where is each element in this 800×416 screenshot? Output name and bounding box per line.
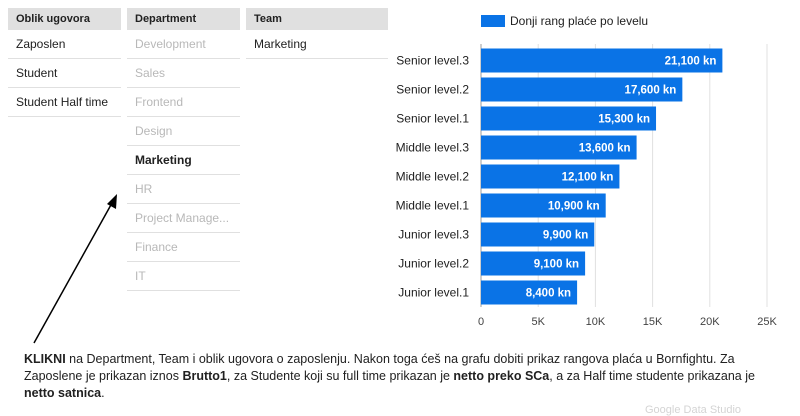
x-tick-label: 5K: [531, 316, 545, 328]
filter-item-finance[interactable]: Finance: [127, 233, 240, 262]
filter-team: Team Marketing: [246, 8, 388, 59]
filter-oblik-ugovora: Oblik ugovora Zaposlen Student Student H…: [8, 8, 121, 117]
category-label: Junior level.2: [398, 257, 469, 271]
filter-item-student-half-time[interactable]: Student Half time: [8, 88, 121, 117]
instr-part6: , a za Half time studente prikazana je: [549, 369, 755, 383]
category-label: Junior level.1: [398, 286, 469, 300]
x-tick-label: 25K: [757, 316, 777, 328]
filter-item-marketing[interactable]: Marketing: [127, 146, 240, 175]
value-label: 21,100 kn: [665, 56, 717, 68]
value-label: 17,600 kn: [625, 85, 677, 97]
category-label: Middle level.1: [396, 199, 470, 213]
instr-part2: na Department, Team i oblik ugovora o za…: [24, 352, 735, 383]
value-label: 12,100 kn: [562, 172, 614, 184]
value-label: 10,900 kn: [548, 201, 600, 213]
instr-netto-satnica: netto satnica: [24, 386, 102, 400]
salary-bar-chart: Donji rang plaće po levelu Senior level.…: [396, 14, 778, 328]
instr-klikni: KLIKNI: [24, 352, 66, 366]
bar[interactable]: [481, 222, 595, 247]
filter-item-student[interactable]: Student: [8, 59, 121, 88]
value-label: 13,600 kn: [579, 143, 631, 155]
x-tick-label: 15K: [643, 316, 663, 328]
watermark: Google Data Studio: [645, 404, 742, 416]
bar[interactable]: [481, 193, 606, 218]
bar[interactable]: [481, 48, 723, 73]
filter-item-sales[interactable]: Sales: [127, 59, 240, 88]
legend-label: Donji rang plaće po levelu: [510, 14, 648, 28]
bar[interactable]: [481, 77, 683, 102]
filter-header-oblik: Oblik ugovora: [8, 8, 121, 30]
filter-item-development[interactable]: Development: [127, 30, 240, 59]
filter-item-design[interactable]: Design: [127, 117, 240, 146]
filter-item-hr[interactable]: HR: [127, 175, 240, 204]
instr-part8: .: [101, 386, 105, 400]
category-label: Senior level.2: [396, 83, 469, 97]
category-label: Junior level.3: [398, 228, 469, 242]
filter-item-team-marketing[interactable]: Marketing: [246, 30, 388, 59]
bar[interactable]: [481, 135, 637, 160]
instr-brutto1: Brutto1: [182, 369, 227, 383]
legend-swatch: [481, 15, 505, 27]
category-label: Middle level.3: [396, 141, 470, 155]
x-tick-label: 20K: [700, 316, 720, 328]
bar[interactable]: [481, 164, 620, 189]
filter-header-team: Team: [246, 8, 388, 30]
value-label: 8,400 kn: [526, 288, 571, 300]
value-label: 15,300 kn: [598, 114, 650, 126]
filter-item-frontend[interactable]: Frontend: [127, 88, 240, 117]
category-label: Middle level.2: [396, 170, 470, 184]
filter-department: Department Development Sales Frontend De…: [127, 8, 240, 291]
value-label: 9,100 kn: [534, 259, 579, 271]
instr-part4: , za Studente koji su full time prikazan…: [226, 369, 454, 383]
x-tick-label: 0: [478, 316, 484, 328]
filter-item-it[interactable]: IT: [127, 262, 240, 291]
bar[interactable]: [481, 106, 657, 131]
category-label: Senior level.3: [396, 54, 469, 68]
filter-header-department: Department: [127, 8, 240, 30]
value-label: 9,900 kn: [543, 230, 588, 242]
bar[interactable]: [481, 251, 586, 276]
instructions-text: KLIKNI na Department, Team i oblik ugovo…: [24, 351, 764, 402]
filter-item-project-management[interactable]: Project Manage...: [127, 204, 240, 233]
filter-item-zaposlen[interactable]: Zaposlen: [8, 30, 121, 59]
x-tick-label: 10K: [586, 316, 606, 328]
instr-netto-sc: netto preko SCa: [453, 369, 550, 383]
category-label: Senior level.1: [396, 112, 469, 126]
bar[interactable]: [481, 280, 578, 305]
